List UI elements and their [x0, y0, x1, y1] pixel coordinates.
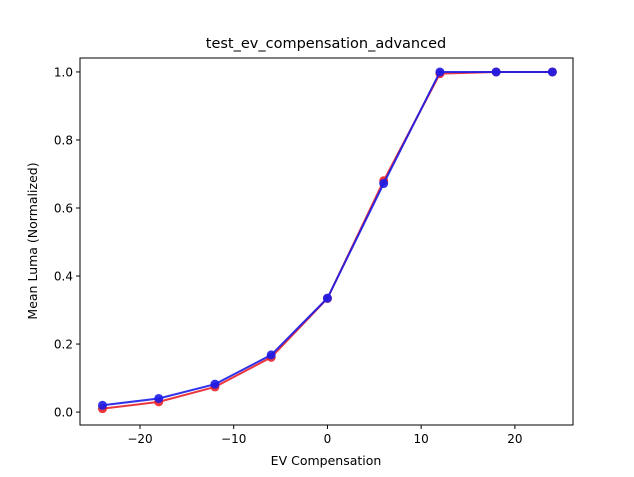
series-1: [97, 67, 557, 410]
data-point: [97, 400, 107, 410]
chart-title: test_ev_compensation_advanced: [206, 36, 446, 52]
data-point: [266, 350, 276, 360]
data-point: [210, 379, 220, 389]
x-tick-label: 20: [507, 432, 522, 446]
y-tick-label: 0.4: [54, 270, 73, 284]
y-tick-label: 1.0: [54, 65, 73, 79]
y-tick-label: 0.0: [54, 406, 73, 420]
x-tick-label: −20: [127, 432, 152, 446]
data-point: [379, 179, 389, 189]
y-tick-label: 0.8: [54, 133, 73, 147]
x-tick-label: −10: [221, 432, 246, 446]
data-point: [154, 393, 164, 403]
data-point: [491, 67, 501, 77]
series-line: [102, 70, 553, 410]
data-point: [435, 67, 445, 77]
x-tick-label: 10: [414, 432, 429, 446]
x-axis-label: EV Compensation: [271, 453, 382, 468]
data-point: [547, 67, 557, 77]
series-0: [97, 67, 557, 414]
data-point: [322, 293, 332, 303]
plot-area-frame: [79, 57, 574, 426]
y-tick-label: 0.6: [54, 201, 73, 215]
series-line: [102, 70, 553, 407]
y-axis-label: Mean Luma (Normalized): [25, 162, 40, 319]
y-tick-label: 0.2: [54, 338, 73, 352]
x-tick-label: 0: [324, 432, 332, 446]
